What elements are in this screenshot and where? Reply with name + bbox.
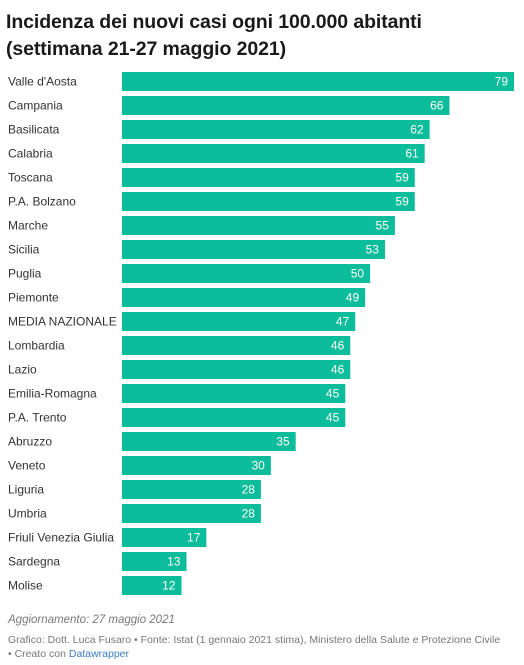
category-label-basilicata: Basilicata (8, 123, 60, 137)
category-label-sicilia: Sicilia (8, 243, 40, 257)
bar-liguria (122, 480, 261, 499)
category-label-umbria: Umbria (8, 507, 47, 521)
bar-marche (122, 216, 395, 235)
value-label-friuli-venezia-giulia: 17 (187, 531, 201, 545)
value-label-campania: 66 (430, 99, 444, 113)
chart-title-line2: (settimana 21-27 maggio 2021) (6, 38, 286, 60)
value-label-molise: 12 (162, 579, 176, 593)
bar-emilia-romagna (122, 384, 346, 403)
value-label-sardegna: 13 (167, 555, 181, 569)
bar-puglia (122, 264, 371, 283)
update-note: Aggiornamento: 27 maggio 2021 (8, 614, 175, 626)
value-label-piemonte: 49 (346, 291, 360, 305)
credits: Grafico: Dott. Luca Fusaro • Fonte: Ista… (8, 633, 520, 661)
value-label-emilia-romagna: 45 (326, 387, 340, 401)
category-label-liguria: Liguria (8, 483, 44, 497)
bar-basilicata (122, 120, 430, 139)
category-label-media-nazionale: MEDIA NAZIONALE (8, 315, 117, 329)
category-label-p-a-trento: P.A. Trento (8, 411, 67, 425)
value-label-calabria: 61 (405, 147, 419, 161)
bar-valle-d-aosta (122, 72, 514, 91)
category-label-molise: Molise (8, 579, 43, 593)
value-label-p-a-bolzano: 59 (395, 195, 409, 209)
chart-title: Incidenza dei nuovi casi ogni 100.000 ab… (6, 9, 516, 63)
category-label-p-a-bolzano: P.A. Bolzano (8, 195, 76, 209)
value-label-lazio: 46 (331, 363, 345, 377)
value-label-umbria: 28 (242, 507, 256, 521)
category-label-emilia-romagna: Emilia-Romagna (8, 387, 97, 401)
bar-p-a-bolzano (122, 192, 415, 211)
value-label-valle-d-aosta: 79 (495, 75, 509, 89)
value-label-liguria: 28 (242, 483, 256, 497)
bar-campania (122, 96, 450, 115)
bar-friuli-venezia-giulia (122, 528, 207, 547)
credits-prefix: • Creato con (8, 648, 66, 660)
bar-chart: Valle d'Aosta 79 Campania 66 Basilicata 62 Cal… (0, 70, 524, 600)
category-label-sardegna: Sardegna (8, 555, 60, 569)
bar-chart-svg: Valle d'Aosta 79 Campania 66 Basilicata 62 Cal… (8, 72, 514, 595)
datawrapper-link[interactable]: Datawrapper (68, 648, 130, 660)
category-label-puglia: Puglia (8, 267, 42, 281)
credits-line1: Grafico: Dott. Luca Fusaro • Fonte: Ista… (8, 634, 501, 646)
value-label-lombardia: 46 (331, 339, 345, 353)
category-label-veneto: Veneto (8, 459, 46, 473)
category-label-toscana: Toscana (8, 171, 53, 185)
category-label-abruzzo: Abruzzo (8, 435, 52, 449)
category-label-friuli-venezia-giulia: Friuli Venezia Giulia (8, 531, 114, 545)
value-label-toscana: 59 (395, 171, 409, 185)
bar-molise (122, 576, 182, 595)
bar-sicilia (122, 240, 385, 259)
bar-umbria (122, 504, 261, 523)
value-label-sicilia: 53 (366, 243, 380, 257)
value-label-veneto: 30 (252, 459, 266, 473)
category-label-lombardia: Lombardia (8, 339, 65, 353)
bar-abruzzo (122, 432, 296, 451)
value-label-media-nazionale: 47 (336, 315, 350, 329)
bar-sardegna (122, 552, 187, 571)
bar-p-a-trento (122, 408, 346, 427)
value-label-abruzzo: 35 (276, 435, 290, 449)
category-label-campania: Campania (8, 99, 63, 113)
bar-media-nazionale (122, 312, 356, 331)
bar-toscana (122, 168, 415, 187)
category-label-lazio: Lazio (8, 363, 37, 377)
bar-piemonte (122, 288, 366, 307)
bar-calabria (122, 144, 425, 163)
value-label-puglia: 50 (351, 267, 365, 281)
category-label-calabria: Calabria (8, 147, 53, 161)
bar-lombardia (122, 336, 351, 355)
value-label-p-a-trento: 45 (326, 411, 340, 425)
bar-lazio (122, 360, 351, 379)
value-label-marche: 55 (376, 219, 390, 233)
category-label-piemonte: Piemonte (8, 291, 59, 305)
chart-title-line1: Incidenza dei nuovi casi ogni 100.000 ab… (6, 11, 422, 33)
value-label-basilicata: 62 (410, 123, 424, 137)
bar-veneto (122, 456, 271, 475)
category-label-marche: Marche (8, 219, 48, 233)
category-label-valle-d-aosta: Valle d'Aosta (8, 75, 77, 89)
